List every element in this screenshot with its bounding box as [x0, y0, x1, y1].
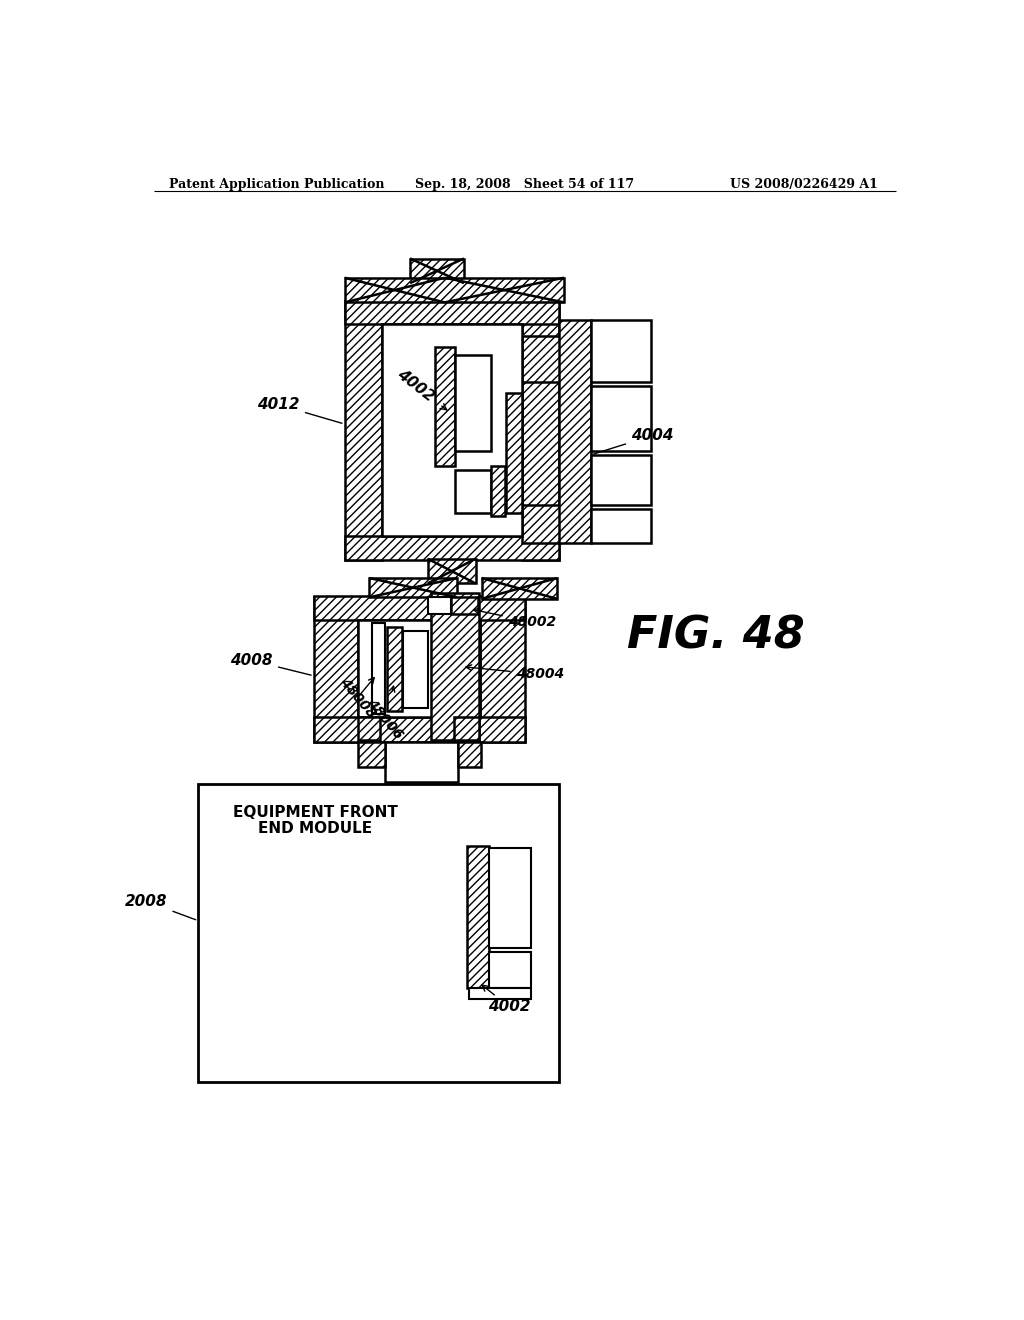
- Bar: [467, 846, 488, 989]
- Text: 48006: 48006: [364, 686, 406, 742]
- Bar: [428, 558, 475, 583]
- Bar: [521, 335, 560, 381]
- Bar: [458, 742, 481, 767]
- Bar: [345, 277, 564, 302]
- Bar: [382, 323, 521, 536]
- Text: 4012: 4012: [257, 397, 342, 424]
- Bar: [506, 393, 521, 512]
- Bar: [358, 620, 480, 718]
- Text: 48008: 48008: [337, 675, 379, 721]
- Text: Sep. 18, 2008   Sheet 54 of 117: Sep. 18, 2008 Sheet 54 of 117: [416, 178, 634, 190]
- Text: 48004: 48004: [466, 665, 563, 681]
- Text: Patent Application Publication: Patent Application Publication: [169, 178, 385, 190]
- Bar: [521, 506, 560, 544]
- Bar: [490, 466, 505, 516]
- Bar: [451, 597, 478, 614]
- Bar: [591, 321, 651, 381]
- Bar: [313, 595, 524, 620]
- Text: 2008: 2008: [125, 894, 196, 920]
- Bar: [313, 718, 524, 742]
- Text: 4004: 4004: [594, 428, 674, 454]
- Bar: [313, 597, 358, 742]
- Bar: [358, 742, 385, 767]
- Bar: [370, 578, 457, 598]
- Bar: [521, 301, 559, 561]
- Bar: [372, 623, 385, 714]
- Bar: [345, 536, 559, 561]
- Bar: [455, 470, 490, 512]
- Text: 4008: 4008: [230, 653, 311, 675]
- Text: EQUIPMENT FRONT: EQUIPMENT FRONT: [232, 805, 397, 820]
- Bar: [488, 847, 531, 948]
- Text: END MODULE: END MODULE: [258, 821, 373, 836]
- Bar: [488, 952, 531, 989]
- Text: 4002: 4002: [482, 985, 530, 1015]
- Bar: [410, 259, 464, 284]
- Text: 48002: 48002: [473, 609, 556, 628]
- Bar: [454, 717, 478, 739]
- Bar: [591, 508, 651, 544]
- Bar: [385, 742, 458, 781]
- Bar: [345, 301, 559, 323]
- Bar: [435, 347, 455, 466]
- Bar: [345, 301, 382, 561]
- Text: 4002: 4002: [394, 367, 446, 409]
- Bar: [591, 385, 651, 451]
- Bar: [481, 578, 557, 599]
- Bar: [469, 987, 531, 999]
- Bar: [199, 784, 559, 1082]
- Bar: [431, 594, 478, 739]
- Text: FIG. 48: FIG. 48: [627, 614, 805, 657]
- Bar: [559, 321, 591, 544]
- Text: US 2008/0226429 A1: US 2008/0226429 A1: [729, 178, 878, 190]
- Bar: [358, 717, 380, 739]
- Bar: [428, 597, 451, 614]
- Bar: [387, 627, 402, 711]
- Bar: [403, 631, 428, 708]
- Bar: [455, 355, 490, 451]
- Bar: [480, 597, 524, 742]
- Bar: [591, 455, 651, 506]
